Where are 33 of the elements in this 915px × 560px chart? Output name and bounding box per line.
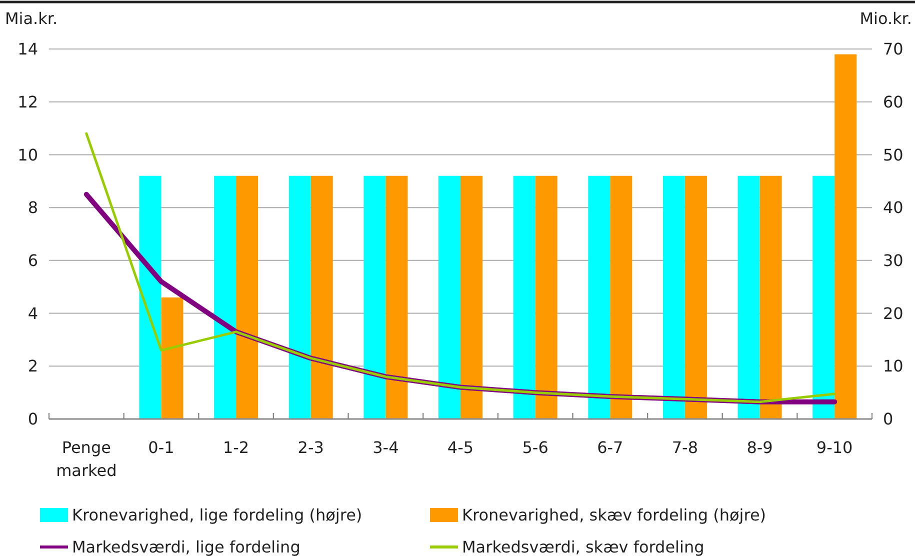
y2-axis-title: Mio.kr. <box>860 9 912 28</box>
x-tick-label: 2-3 <box>298 438 324 457</box>
y2-tick-label: 50 <box>883 145 904 164</box>
x-tick-label: 0-1 <box>148 438 174 457</box>
y2-tick-label: 20 <box>883 304 904 323</box>
y-tick-label: 10 <box>18 145 38 164</box>
legend-label: Kronevarighed, skæv fordeling (højre) <box>462 506 766 525</box>
y2-tick-label: 60 <box>883 92 904 112</box>
x-tick-label: 7-8 <box>672 438 698 457</box>
legend-label: Markedsværdi, skæv fordeling <box>462 538 704 557</box>
legend-label: Markedsværdi, lige fordeling <box>72 538 300 557</box>
x-tick-label: 9-10 <box>816 438 853 457</box>
y-axis-title: Mia.kr. <box>5 9 58 28</box>
x-tick-label: 4-5 <box>447 438 474 457</box>
y2-tick-label: 0 <box>883 410 894 429</box>
y-tick-label: 0 <box>28 410 38 429</box>
y2-tick-label: 30 <box>883 251 904 270</box>
y2-tick-label: 10 <box>883 356 904 376</box>
x-tick-label: 1-2 <box>222 438 250 457</box>
y-tick-label: 6 <box>28 251 38 270</box>
x-tick-label: Penge marked <box>56 438 117 480</box>
y2-tick-label: 70 <box>883 40 904 59</box>
y-tick-label: 2 <box>28 356 38 376</box>
y-tick-label: 14 <box>18 40 38 59</box>
x-tick-label: 5-6 <box>522 438 548 457</box>
y-tick-label: 8 <box>28 198 38 218</box>
legend-label: Kronevarighed, lige fordeling (højre) <box>72 506 362 525</box>
x-tick-label: 6-7 <box>597 438 624 457</box>
y-tick-label: 4 <box>28 304 38 323</box>
x-tick-label: 8-9 <box>746 438 773 457</box>
y-tick-label: 12 <box>18 92 38 112</box>
y2-tick-label: 40 <box>883 198 904 218</box>
x-tick-label: 3-4 <box>372 438 399 457</box>
